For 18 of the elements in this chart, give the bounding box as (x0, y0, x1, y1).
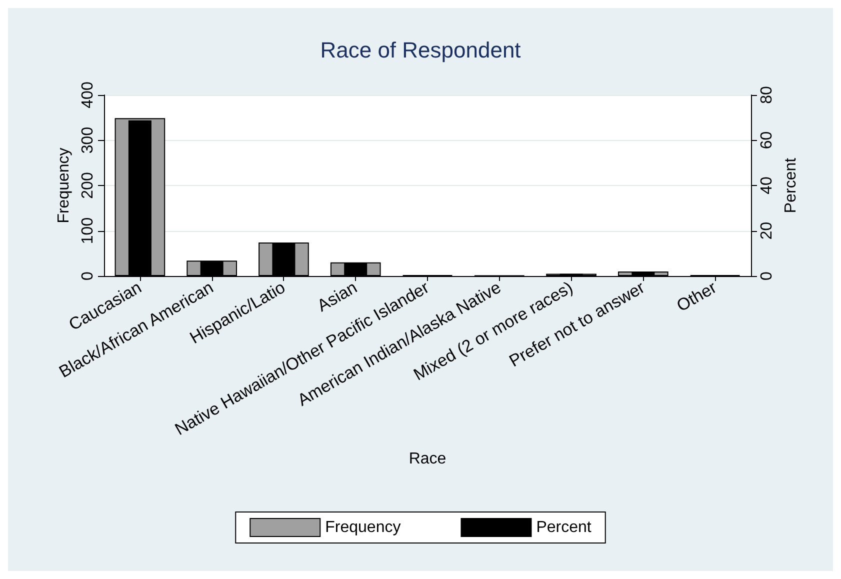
y-tick-label: 300 (80, 126, 96, 154)
y2-tick-label: 60 (758, 131, 776, 150)
y-tick-label: 200 (80, 172, 96, 199)
y-axis-title: Frequency (56, 148, 73, 224)
y-tick-label: 100 (80, 217, 96, 244)
legend-label: Frequency (325, 519, 401, 536)
y2-tick-label: 80 (758, 86, 776, 104)
x-tick-label: Asian (314, 278, 360, 316)
chart-title: Race of Respondent (320, 38, 521, 62)
y-tick-label: 0 (80, 271, 96, 280)
y2-tick-label: 40 (758, 176, 776, 194)
y-tick-label: 400 (80, 82, 96, 108)
x-tick-label: Other (674, 278, 720, 316)
y2-tick-label: 20 (758, 222, 776, 240)
y2-axis-title: Percent (782, 157, 800, 214)
legend-label: Percent (536, 519, 592, 536)
y2-tick-label: 0 (758, 271, 776, 280)
x-axis-title: Race (408, 450, 446, 468)
